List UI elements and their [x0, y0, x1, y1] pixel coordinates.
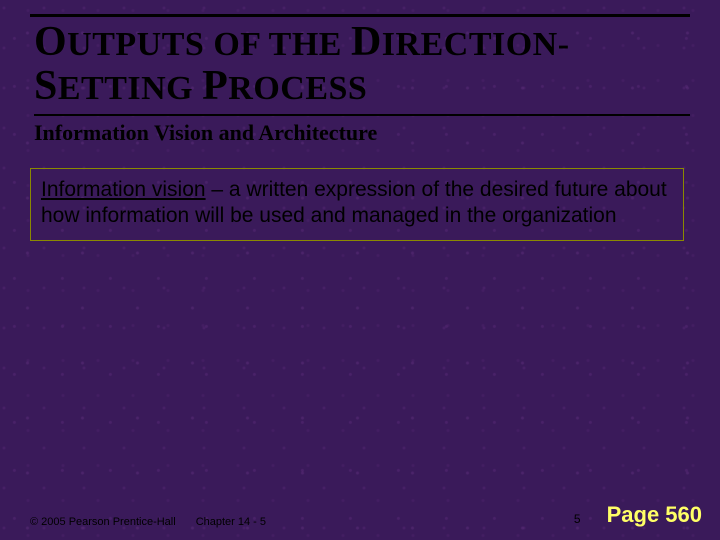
definition-text: Information vision – a written expressio… — [41, 177, 673, 230]
title-cap: O — [34, 19, 67, 65]
slide-subtitle: Information Vision and Architecture — [34, 120, 690, 146]
title-block: OUTPUTS OF THE DIRECTION- SETTING PROCES… — [34, 20, 690, 146]
page-number: Page 560 — [607, 502, 702, 528]
slide-number: 5 — [574, 512, 581, 528]
title-seg: IRECTION- — [382, 26, 570, 63]
title-cap: P — [202, 63, 228, 109]
title-seg: UTPUTS OF THE — [67, 26, 351, 63]
title-underline — [34, 114, 690, 116]
definition-box: Information vision – a written expressio… — [30, 168, 684, 241]
title-cap: D — [351, 19, 382, 65]
footer: © 2005 Pearson Prentice-Hall Chapter 14 … — [0, 502, 720, 528]
slide-title: OUTPUTS OF THE DIRECTION- SETTING PROCES… — [34, 20, 690, 108]
definition-term: Information vision — [41, 178, 206, 201]
chapter-label: Chapter 14 - 5 — [196, 516, 266, 528]
title-seg: ROCESS — [228, 70, 367, 107]
copyright: © 2005 Pearson Prentice-Hall — [30, 516, 176, 528]
title-cap: S — [34, 63, 58, 109]
top-rule — [30, 14, 690, 17]
title-seg: ETTING — [58, 70, 202, 107]
